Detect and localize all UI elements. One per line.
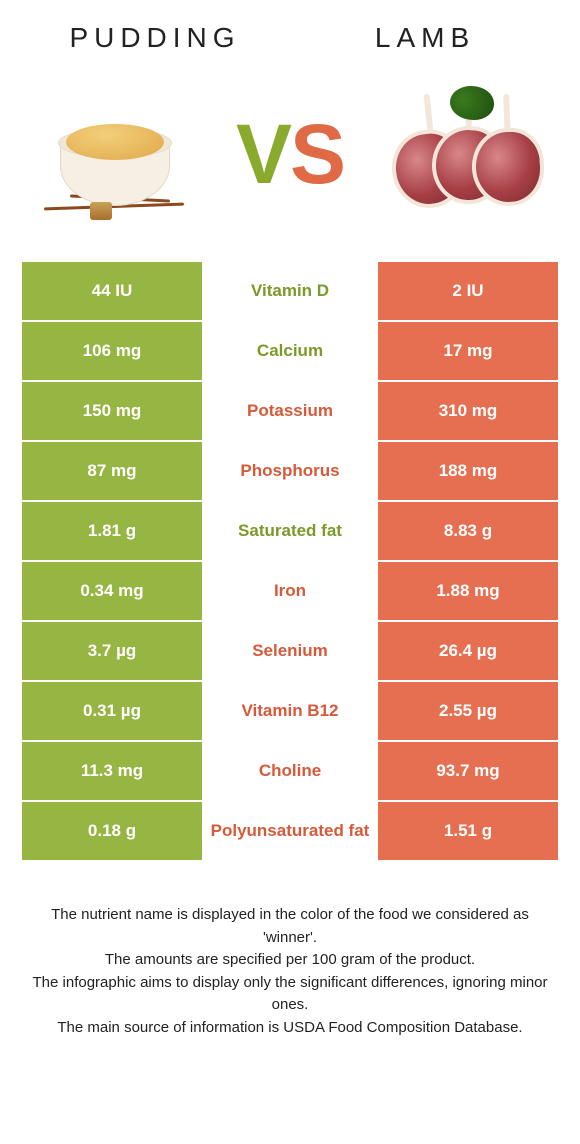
left-value: 11.3 mg — [22, 742, 202, 800]
table-row: 44 IUVitamin D2 IU — [22, 262, 558, 320]
left-value: 0.34 mg — [22, 562, 202, 620]
right-value: 2 IU — [378, 262, 558, 320]
pudding-image — [30, 84, 200, 224]
infographic-container: PUDDING LAMB VS 44 IUVitamin D2 IU106 mg… — [0, 0, 580, 1039]
right-value: 2.55 µg — [378, 682, 558, 740]
footer-line: The nutrient name is displayed in the co… — [32, 904, 548, 949]
nutrient-label: Iron — [202, 562, 378, 620]
left-value: 87 mg — [22, 442, 202, 500]
table-row: 11.3 mgCholine93.7 mg — [22, 742, 558, 800]
nutrient-label: Calcium — [202, 322, 378, 380]
table-row: 1.81 gSaturated fat8.83 g — [22, 502, 558, 560]
nutrient-label: Choline — [202, 742, 378, 800]
table-row: 106 mgCalcium17 mg — [22, 322, 558, 380]
vs-v: V — [236, 107, 290, 201]
nutrient-label: Vitamin B12 — [202, 682, 378, 740]
header: PUDDING LAMB — [0, 0, 580, 62]
right-value: 1.51 g — [378, 802, 558, 860]
hero-row: VS — [0, 62, 580, 262]
right-value: 17 mg — [378, 322, 558, 380]
left-value: 3.7 µg — [22, 622, 202, 680]
left-value: 1.81 g — [22, 502, 202, 560]
footer-line: The main source of information is USDA F… — [32, 1017, 548, 1040]
title-pudding: PUDDING — [20, 22, 290, 54]
table-row: 3.7 µgSelenium26.4 µg — [22, 622, 558, 680]
lamb-image — [380, 84, 550, 224]
comparison-table: 44 IUVitamin D2 IU106 mgCalcium17 mg150 … — [0, 262, 580, 860]
right-value: 188 mg — [378, 442, 558, 500]
nutrient-label: Saturated fat — [202, 502, 378, 560]
table-row: 0.34 mgIron1.88 mg — [22, 562, 558, 620]
left-value: 44 IU — [22, 262, 202, 320]
table-row: 150 mgPotassium310 mg — [22, 382, 558, 440]
table-row: 87 mgPhosphorus188 mg — [22, 442, 558, 500]
left-value: 106 mg — [22, 322, 202, 380]
left-value: 150 mg — [22, 382, 202, 440]
footer-line: The amounts are specified per 100 gram o… — [32, 949, 548, 972]
footer-notes: The nutrient name is displayed in the co… — [0, 862, 580, 1039]
vs-s: S — [290, 107, 344, 201]
table-row: 0.18 gPolyunsaturated fat1.51 g — [22, 802, 558, 860]
nutrient-label: Phosphorus — [202, 442, 378, 500]
table-row: 0.31 µgVitamin B122.55 µg — [22, 682, 558, 740]
footer-line: The infographic aims to display only the… — [32, 972, 548, 1017]
right-value: 93.7 mg — [378, 742, 558, 800]
left-value: 0.18 g — [22, 802, 202, 860]
nutrient-label: Vitamin D — [202, 262, 378, 320]
nutrient-label: Polyunsaturated fat — [202, 802, 378, 860]
right-value: 8.83 g — [378, 502, 558, 560]
nutrient-label: Selenium — [202, 622, 378, 680]
left-value: 0.31 µg — [22, 682, 202, 740]
nutrient-label: Potassium — [202, 382, 378, 440]
title-lamb: LAMB — [290, 22, 560, 54]
vs-label: VS — [236, 106, 344, 203]
right-value: 26.4 µg — [378, 622, 558, 680]
right-value: 310 mg — [378, 382, 558, 440]
right-value: 1.88 mg — [378, 562, 558, 620]
